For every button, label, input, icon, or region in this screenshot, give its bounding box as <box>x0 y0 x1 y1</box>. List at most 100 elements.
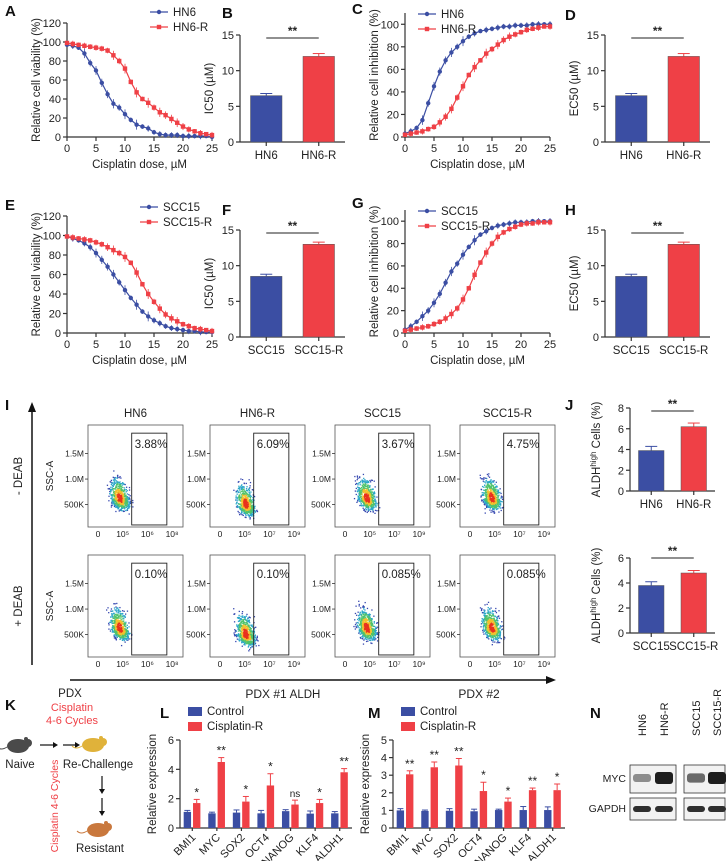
flow-event <box>116 634 119 636</box>
flow-event <box>363 477 365 480</box>
data-point <box>478 58 483 63</box>
flow-y-tick-label: 500K <box>186 630 206 640</box>
flow-event <box>119 617 121 619</box>
flow-event <box>256 509 258 512</box>
y-axis-label: EC50 (µM) <box>569 255 581 311</box>
flow-event <box>245 635 248 637</box>
flow-event <box>243 503 246 506</box>
flow-event <box>237 626 239 629</box>
flow-event <box>487 498 489 501</box>
flow-event <box>240 618 243 620</box>
flow-event <box>489 507 492 509</box>
flow-event <box>243 492 245 495</box>
data-point <box>180 133 186 139</box>
flow-event <box>250 514 253 516</box>
flow-event <box>490 498 492 500</box>
flow-event <box>244 493 246 495</box>
flow-event <box>119 475 121 478</box>
flow-event <box>493 501 495 503</box>
flow-event <box>485 490 487 492</box>
x-tick-label: HN6 <box>255 150 278 162</box>
flow-event <box>116 636 118 638</box>
flow-event <box>485 494 488 497</box>
data-point <box>495 234 500 240</box>
data-point <box>151 299 157 304</box>
flow-event <box>363 501 365 504</box>
flow-event <box>121 500 123 503</box>
flow-event <box>254 634 256 636</box>
flow-event <box>497 492 500 494</box>
flow-event <box>120 487 123 489</box>
flow-event <box>110 489 112 491</box>
data-point <box>431 84 437 89</box>
data-point <box>414 130 419 135</box>
flow-event <box>359 482 361 484</box>
data-point <box>140 124 145 129</box>
series-line-SCC15-R <box>66 235 213 332</box>
flow-event <box>360 504 362 506</box>
flow-event <box>366 480 369 482</box>
flow-event <box>365 483 367 486</box>
flow-event <box>249 632 251 634</box>
significance-label: ** <box>288 24 298 38</box>
flow-event <box>493 506 495 509</box>
y-tick-label: 0 <box>228 332 234 344</box>
flow-event <box>116 506 119 508</box>
flow-event <box>365 505 368 508</box>
flow-event <box>115 498 117 500</box>
flow-event <box>362 643 365 645</box>
flow-event <box>365 501 368 503</box>
flow-event <box>115 486 118 488</box>
data-point <box>437 69 442 74</box>
flow-event <box>248 489 251 492</box>
flow-event <box>488 499 491 501</box>
flow-event <box>117 493 119 496</box>
bar-HN6 <box>250 95 283 143</box>
flow-event <box>359 476 361 478</box>
flow-event <box>362 632 364 634</box>
flow-event <box>127 635 129 637</box>
flow-event <box>501 496 503 498</box>
flow-event <box>117 623 119 626</box>
flow-event <box>242 635 244 637</box>
flow-event <box>239 618 241 621</box>
flow-event <box>480 488 483 491</box>
flow-event <box>238 495 240 497</box>
flow-event <box>124 628 126 630</box>
flow-event <box>122 638 124 640</box>
flow-event <box>364 480 366 482</box>
flow-event <box>124 498 127 501</box>
flow-event <box>247 493 249 495</box>
x-tick-label: 15 <box>148 143 160 155</box>
data-point <box>513 220 518 225</box>
flow-event <box>491 505 493 507</box>
y-tick-label: 0 <box>393 328 399 340</box>
flow-event <box>253 505 255 508</box>
flow-event <box>245 514 247 517</box>
flow-event <box>365 480 368 482</box>
gate-percentage: 3.88% <box>135 439 168 451</box>
x-tick-label: 20 <box>177 339 189 351</box>
x-tick-label: SCC15 <box>613 345 650 357</box>
flow-event <box>127 507 130 509</box>
flow-event <box>246 642 248 645</box>
flow-event <box>243 632 245 634</box>
flow-event <box>125 495 127 497</box>
flow-event <box>113 613 115 615</box>
flow-event <box>249 633 251 635</box>
flow-event <box>244 513 247 515</box>
flow-event <box>492 505 494 507</box>
flow-event <box>110 506 113 508</box>
flow-event <box>115 488 117 490</box>
x-axis-label: Cisplatin dose, µM <box>92 355 187 367</box>
flow-event <box>361 622 363 624</box>
flow-event <box>119 634 122 637</box>
data-point <box>472 31 477 36</box>
flow-event <box>234 629 237 632</box>
flow-event <box>120 484 122 486</box>
flow-event <box>249 487 251 489</box>
flow-event <box>481 493 483 496</box>
flow-event <box>116 610 118 612</box>
flow-event <box>121 639 124 642</box>
legend-label: HN6 <box>173 7 196 19</box>
